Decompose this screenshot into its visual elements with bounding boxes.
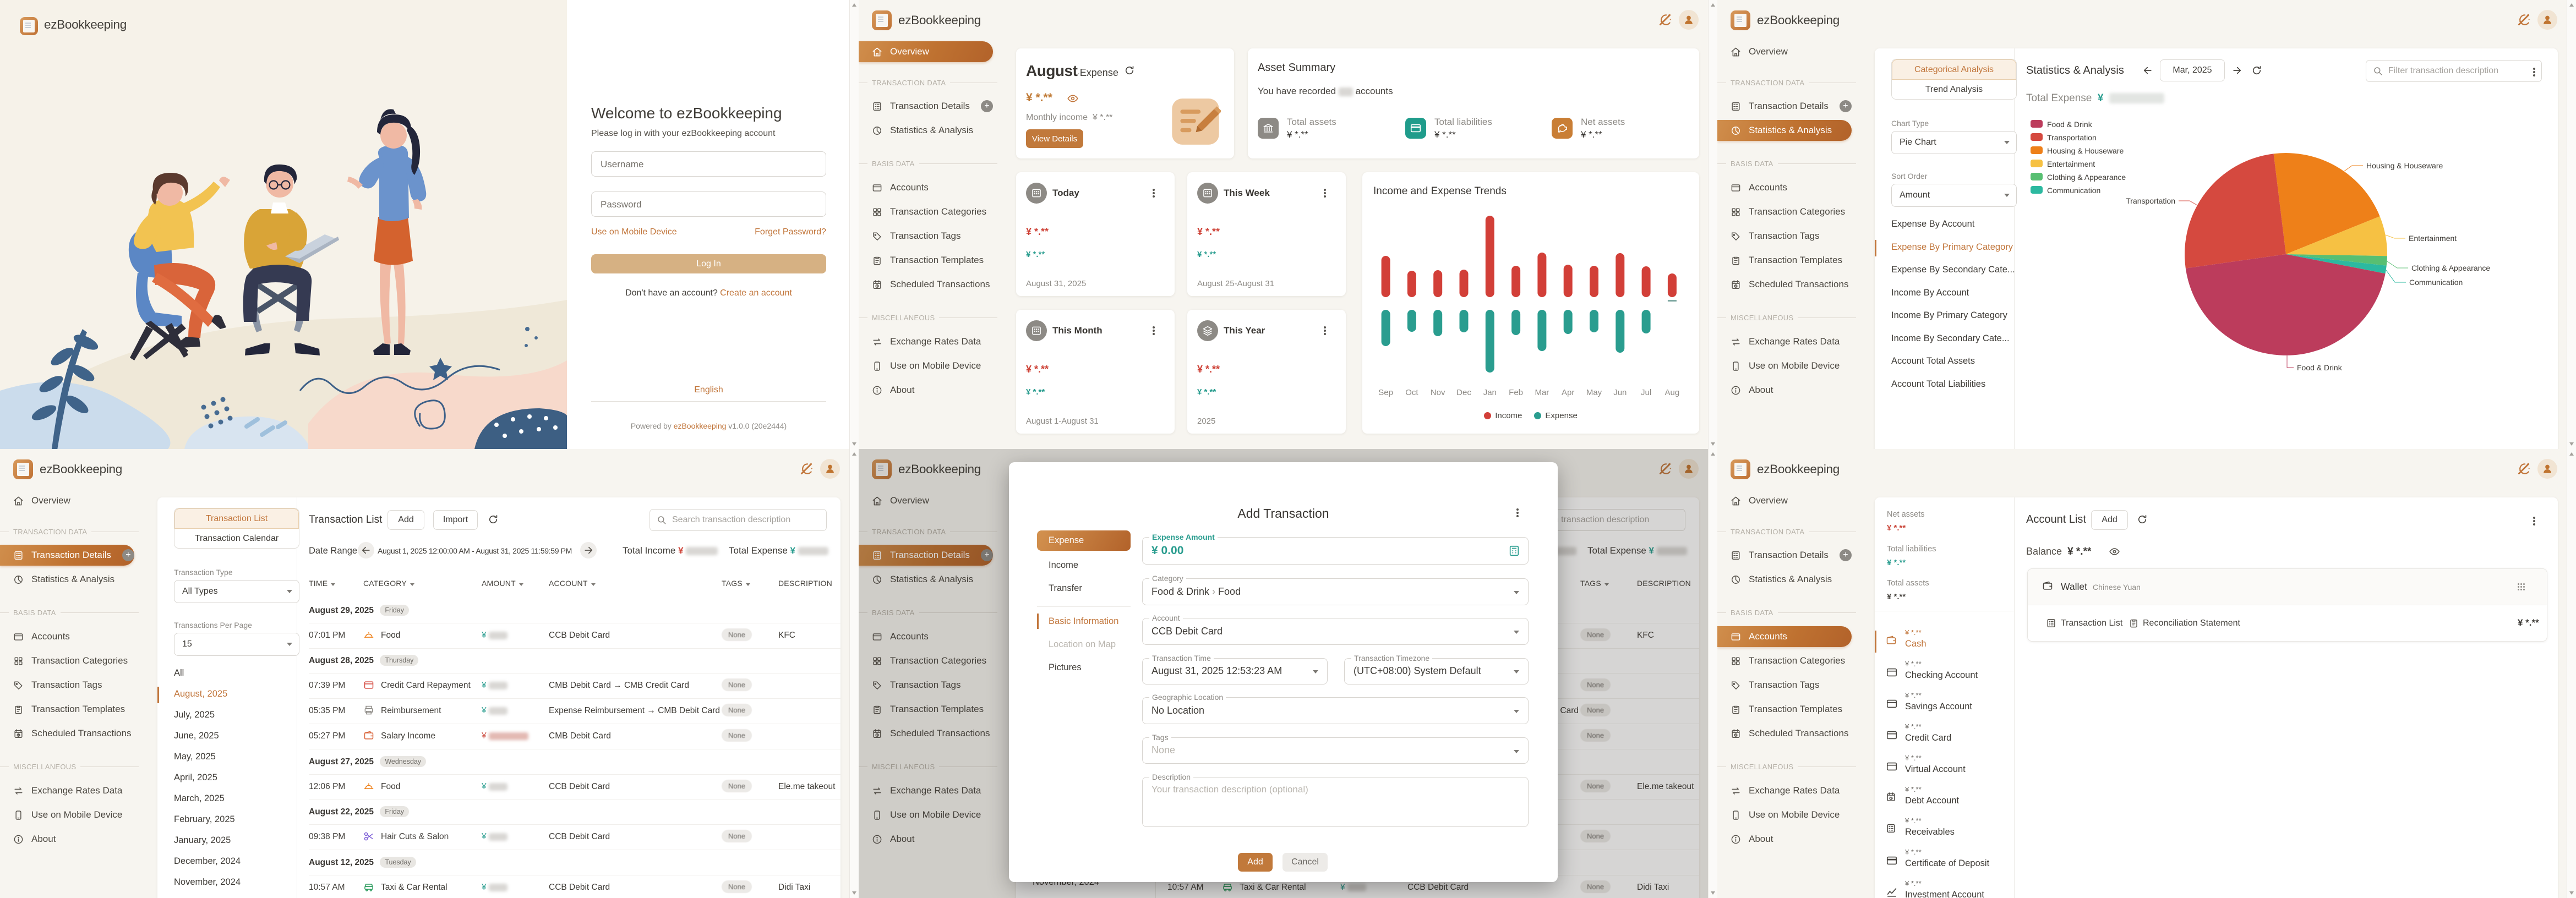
svg-text:Feb: Feb xyxy=(1509,388,1523,397)
svg-text:Apr: Apr xyxy=(1562,388,1574,397)
svg-text:Housing & Houseware: Housing & Houseware xyxy=(2366,161,2443,170)
svg-text:Communication: Communication xyxy=(2409,278,2463,287)
svg-text:Sep: Sep xyxy=(1378,388,1393,397)
svg-text:Food & Drink: Food & Drink xyxy=(2297,363,2343,372)
svg-text:Jul: Jul xyxy=(1641,388,1651,397)
svg-text:May: May xyxy=(1586,388,1602,397)
svg-text:Oct: Oct xyxy=(1405,388,1418,397)
svg-text:Transportation: Transportation xyxy=(2126,196,2175,205)
svg-text:Aug: Aug xyxy=(1665,388,1680,397)
svg-text:Jan: Jan xyxy=(1483,388,1497,397)
svg-text:Mar: Mar xyxy=(1535,388,1549,397)
svg-text:Dec: Dec xyxy=(1456,388,1471,397)
svg-text:Jun: Jun xyxy=(1613,388,1627,397)
svg-text:Nov: Nov xyxy=(1431,388,1445,397)
svg-text:Entertainment: Entertainment xyxy=(2409,234,2457,243)
svg-text:Clothing & Appearance: Clothing & Appearance xyxy=(2411,264,2490,272)
